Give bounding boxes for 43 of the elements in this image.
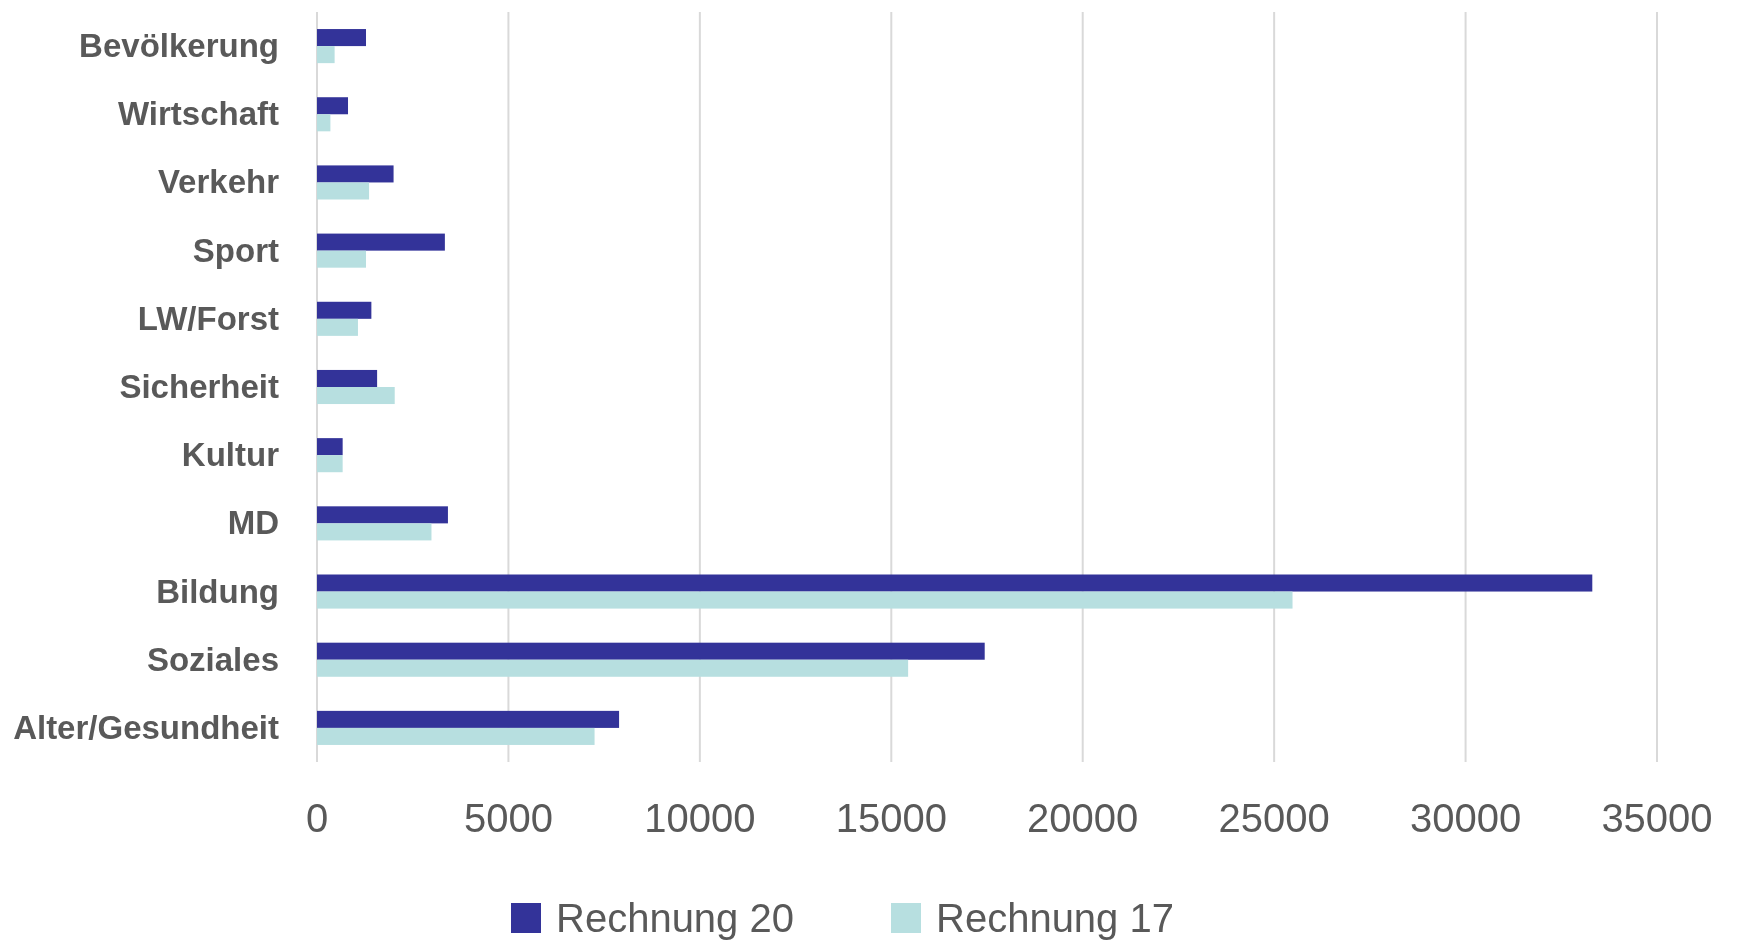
bar: [317, 165, 394, 183]
x-tick-label: 0: [305, 796, 329, 840]
bar: [317, 318, 358, 336]
x-tick-label: 30000: [1409, 796, 1522, 840]
x-tick-label: 35000: [1601, 796, 1713, 840]
x-tick-label: 5000: [463, 796, 553, 840]
bar: [317, 642, 985, 660]
bar: [317, 114, 331, 132]
bar: [317, 369, 378, 387]
x-tick-label: 25000: [1218, 796, 1330, 840]
y-tick-label: Kultur: [181, 436, 280, 474]
x-tick-label: 20000: [1027, 796, 1139, 840]
bar: [317, 727, 595, 745]
y-tick-label: Bevölkerung: [79, 27, 279, 65]
bar: [317, 387, 395, 405]
y-tick-label: Soziales: [146, 640, 279, 678]
x-tick-label: 10000: [644, 796, 756, 840]
bar: [317, 250, 367, 268]
y-tick-label: Sicherheit: [119, 368, 279, 405]
bar: [317, 710, 620, 728]
bar: [317, 438, 343, 456]
bar: [317, 659, 909, 677]
legend-label: Rechnung 20: [556, 896, 794, 940]
bar: [317, 233, 445, 251]
y-tick-label: Sport: [192, 231, 279, 269]
bar: [317, 506, 448, 524]
y-tick-label: Bildung: [156, 572, 279, 610]
x-tick-label: 15000: [835, 796, 947, 840]
legend-label: Rechnung 17: [936, 896, 1174, 940]
bar: [317, 97, 349, 115]
y-tick-label: Alter/Gesundheit: [13, 708, 279, 746]
bar: [317, 455, 343, 473]
y-tick-label: Wirtschaft: [117, 95, 279, 133]
y-tick-label: LW/Forst: [137, 299, 280, 337]
bar: [317, 574, 1593, 592]
bar: [317, 182, 370, 200]
bar: [317, 29, 367, 47]
bar: [317, 591, 1293, 609]
y-tick-label: MD: [227, 504, 279, 542]
bar: [317, 523, 432, 541]
y-tick-label: Verkehr: [157, 163, 280, 201]
bar: [317, 301, 372, 319]
bar: [317, 46, 335, 64]
